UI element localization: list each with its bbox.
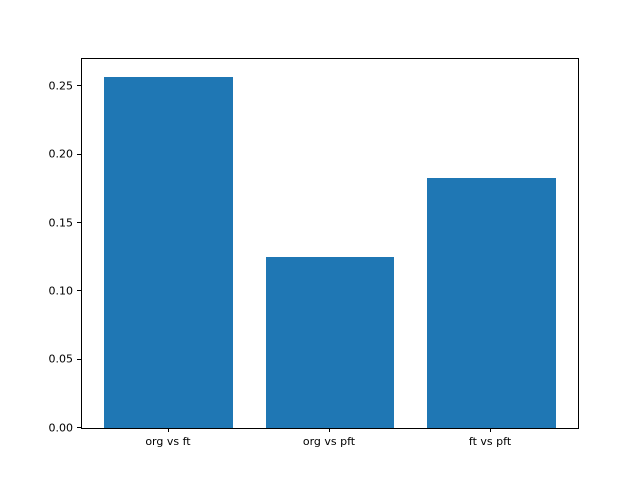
y-tick-mark [77, 153, 81, 155]
bar-org-vs-ft [104, 76, 234, 428]
y-tick-mark [77, 427, 81, 428]
y-tick-label: 0.00 [48, 421, 74, 434]
x-tick-label: ft vs pft [468, 435, 512, 448]
y-tick-mark [77, 290, 81, 292]
y-tick-mark [77, 85, 81, 87]
y-tick-label: 0.05 [48, 352, 74, 366]
plot-area [81, 58, 579, 429]
y-tick-label: 0.20 [48, 147, 74, 161]
y-tick-label: 0.10 [48, 284, 74, 298]
x-tick-mark [329, 428, 330, 432]
bar-org-vs-pft [265, 257, 395, 428]
x-tick-mark [167, 428, 169, 432]
x-tick-mark [490, 428, 492, 432]
y-tick-mark [77, 222, 81, 223]
x-tick-label: org vs ft [145, 435, 191, 448]
x-tick-label: org vs pft [302, 435, 356, 448]
y-tick-mark [77, 358, 81, 360]
bar-ft-vs-pft [426, 177, 556, 428]
y-tick-label: 0.25 [48, 79, 74, 93]
y-tick-label: 0.15 [48, 216, 74, 229]
